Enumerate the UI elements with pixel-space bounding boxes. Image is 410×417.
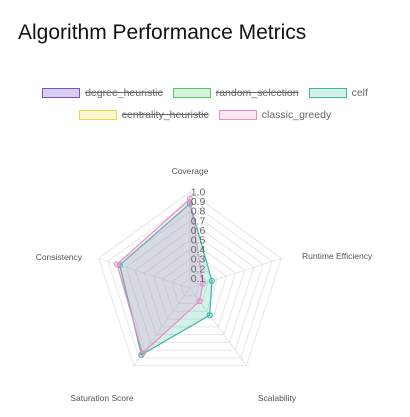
legend: degree_heuristic random_selection celf c…	[0, 86, 410, 130]
axis-label: Consistency	[36, 252, 83, 262]
radar-series	[113, 195, 216, 358]
data-point[interactable]	[196, 298, 203, 305]
legend-label: celf	[351, 87, 368, 99]
series-area	[116, 197, 204, 355]
series-classic_greedy	[113, 195, 206, 357]
grid-ring	[152, 248, 228, 320]
series-celf	[116, 200, 216, 358]
tick-label: 0.1	[191, 273, 206, 285]
grid-ring	[180, 277, 200, 297]
data-point[interactable]	[186, 195, 194, 202]
legend-swatch	[172, 88, 211, 98]
tick-label: 0.7	[191, 215, 206, 227]
axis-labels: Coverage Runtime Efficiency Scalability Sat…	[36, 166, 373, 403]
grid-ring	[98, 191, 282, 367]
legend-label: centrality_heuristic	[121, 109, 209, 121]
legend-label: classic_greedy	[261, 109, 332, 121]
data-point[interactable]	[113, 261, 121, 268]
tick-label: 0.5	[191, 235, 206, 247]
legend-item-degree-heuristic[interactable]: degree_heuristic	[42, 87, 163, 99]
legend-item-centrality-heuristic[interactable]: centrality_heuristic	[78, 109, 209, 121]
grid-ring	[107, 200, 273, 359]
tick-label: 0.4	[191, 244, 206, 256]
data-point[interactable]	[139, 350, 146, 357]
data-point[interactable]	[206, 312, 213, 319]
tick-label: 0.9	[191, 196, 206, 208]
legend-swatch	[218, 110, 257, 120]
legend-item-classic-greedy[interactable]: classic_greedy	[218, 109, 332, 121]
grid-ring	[125, 220, 255, 343]
grid-ring	[116, 210, 264, 351]
data-point[interactable]	[199, 280, 206, 287]
legend-swatch	[42, 88, 81, 98]
tick-label: 0.8	[191, 206, 206, 218]
axis-label: Scalability	[258, 393, 297, 403]
chart-title: Algorithm Performance Metrics	[18, 21, 307, 44]
legend-item-celf[interactable]: celf	[308, 87, 368, 99]
legend-row-1: degree_heuristic random_selection celf	[0, 86, 410, 100]
legend-label: degree_heuristic	[85, 87, 163, 99]
legend-item-random-selection[interactable]: random_selection	[172, 87, 299, 99]
tick-label: 0.3	[191, 254, 206, 266]
grid-ring	[162, 258, 218, 312]
axis-label: Runtime Efficiency	[302, 251, 373, 261]
radial-ticks: 0.10.20.30.40.50.60.70.80.91.0	[191, 187, 206, 285]
tick-label: 0.2	[191, 263, 206, 275]
axis-line	[98, 257, 191, 289]
grid-ring	[134, 229, 246, 336]
legend-swatch	[78, 110, 117, 120]
legend-row-2: centrality_heuristic classic_greedy	[0, 108, 410, 122]
tick-label: 0.6	[191, 225, 206, 237]
data-point[interactable]	[208, 277, 216, 284]
series-area	[119, 202, 213, 356]
legend-label: random_selection	[215, 87, 299, 99]
axis-label: Coverage	[172, 166, 209, 176]
tick-label: 1.0	[191, 187, 206, 199]
axis-label: Saturation Score	[70, 393, 134, 403]
legend-swatch	[308, 88, 347, 98]
grid-ring	[171, 268, 209, 305]
